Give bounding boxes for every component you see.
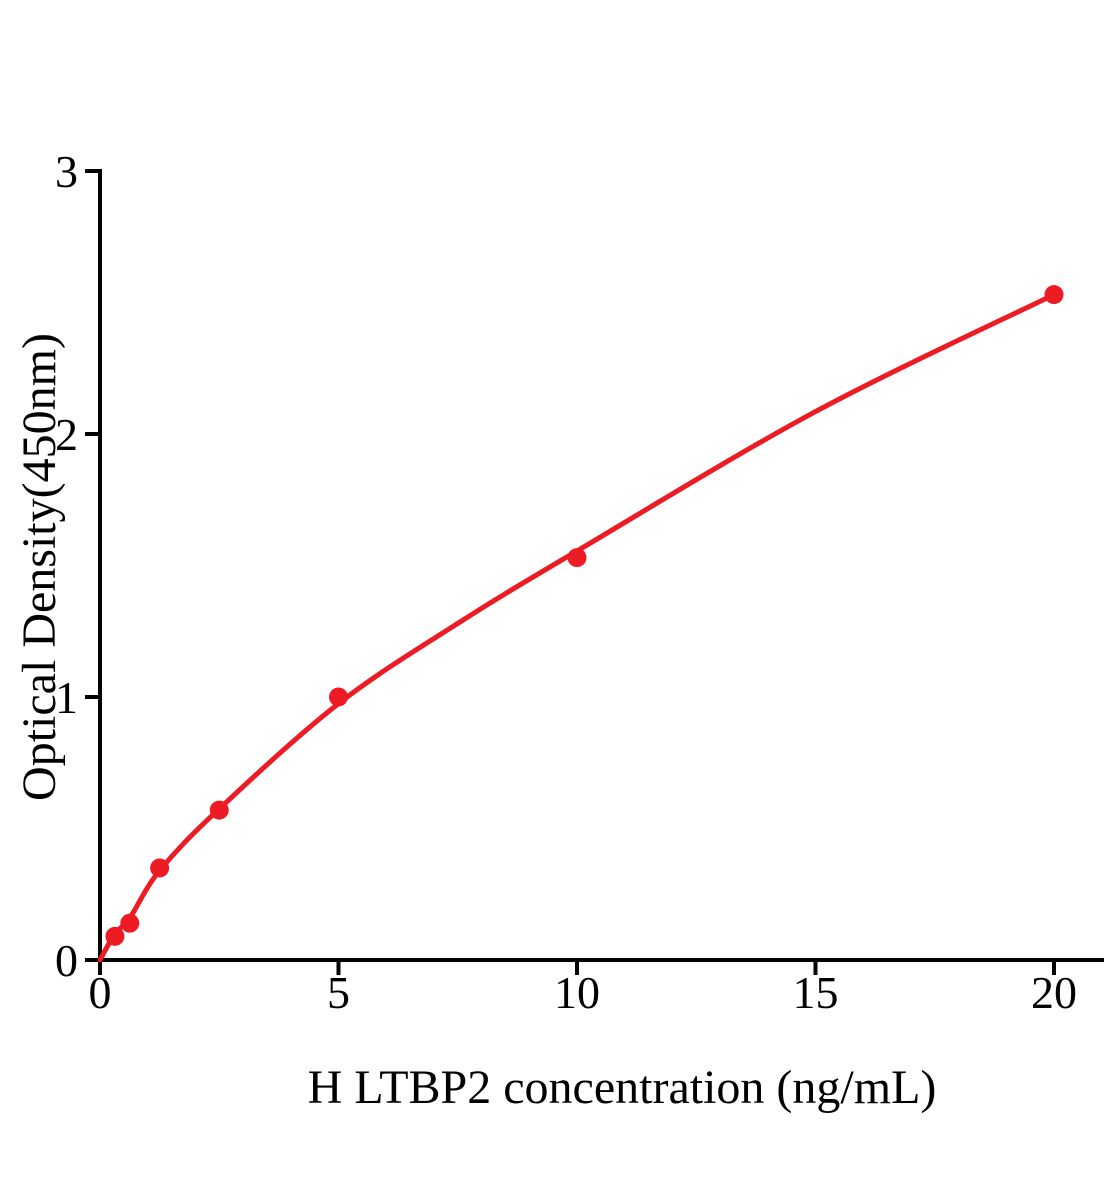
y-tick-label: 2 <box>55 409 78 460</box>
y-axis-title: Optical Density(450nm) <box>13 333 66 801</box>
data-point <box>329 687 348 707</box>
data-point <box>209 800 229 820</box>
x-tick-label: 15 <box>793 967 839 1018</box>
x-tick-label: 5 <box>327 967 350 1018</box>
standard-curve-line <box>97 292 1057 963</box>
x-tick-label: 0 <box>89 967 112 1018</box>
data-point <box>1044 285 1064 305</box>
y-tick-label: 1 <box>55 672 78 723</box>
data-point <box>150 858 170 878</box>
x-tick-label: 10 <box>554 967 600 1018</box>
x-axis-title: H LTBP2 concentration (ng/mL) <box>307 1061 937 1114</box>
x-tick-label: 20 <box>1031 967 1077 1018</box>
y-tick-label: 0 <box>55 935 78 986</box>
data-point <box>105 926 125 946</box>
data-point <box>120 913 140 933</box>
data-point <box>567 548 587 568</box>
y-tick-label: 3 <box>55 146 78 197</box>
